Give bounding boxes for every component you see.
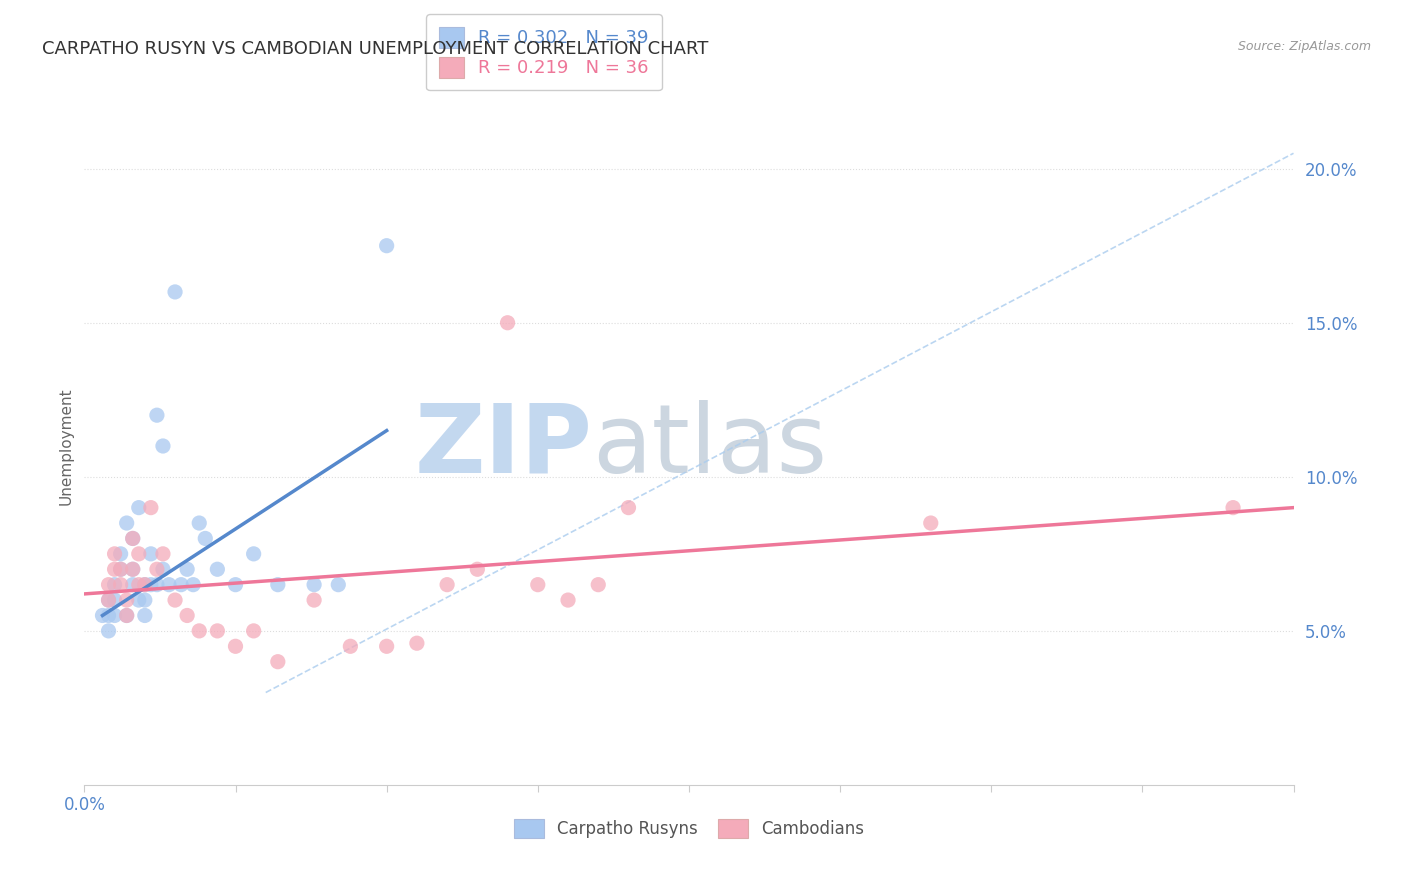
Point — [134, 577, 156, 591]
Text: ZIP: ZIP — [415, 400, 592, 492]
Point — [146, 408, 169, 422]
Point — [157, 577, 180, 591]
Point — [242, 547, 264, 561]
Text: CARPATHO RUSYN VS CAMBODIAN UNEMPLOYMENT CORRELATION CHART: CARPATHO RUSYN VS CAMBODIAN UNEMPLOYMENT… — [42, 40, 709, 58]
Legend: Carpatho Rusyns, Cambodians: Carpatho Rusyns, Cambodians — [508, 812, 870, 845]
Point — [121, 532, 143, 546]
Point — [152, 439, 174, 453]
Point — [207, 624, 229, 638]
Point — [920, 516, 942, 530]
Point — [152, 547, 174, 561]
Point — [115, 608, 138, 623]
Point — [176, 562, 198, 576]
Point — [97, 577, 120, 591]
Point — [339, 640, 361, 654]
Point — [121, 562, 143, 576]
Point — [134, 593, 156, 607]
Point — [496, 316, 519, 330]
Point — [110, 562, 132, 576]
Point — [128, 547, 150, 561]
Point — [152, 562, 174, 576]
Text: atlas: atlas — [592, 400, 827, 492]
Point — [104, 547, 127, 561]
Point — [91, 608, 114, 623]
Point — [121, 577, 143, 591]
Point — [527, 577, 550, 591]
Point — [110, 562, 132, 576]
Point — [97, 608, 120, 623]
Point — [134, 577, 156, 591]
Point — [225, 640, 247, 654]
Point — [146, 577, 169, 591]
Point — [176, 608, 198, 623]
Point — [97, 593, 120, 607]
Point — [207, 562, 229, 576]
Point — [1222, 500, 1244, 515]
Point — [557, 593, 579, 607]
Point — [436, 577, 458, 591]
Point — [406, 636, 429, 650]
Point — [188, 516, 211, 530]
Point — [128, 577, 150, 591]
Point — [165, 593, 187, 607]
Point — [617, 500, 640, 515]
Point — [139, 547, 162, 561]
Point — [242, 624, 264, 638]
Point — [267, 655, 290, 669]
Text: Source: ZipAtlas.com: Source: ZipAtlas.com — [1237, 40, 1371, 54]
Point — [139, 500, 162, 515]
Point — [121, 532, 143, 546]
Point — [170, 577, 193, 591]
Point — [104, 562, 127, 576]
Point — [104, 593, 127, 607]
Point — [134, 608, 156, 623]
Point — [588, 577, 610, 591]
Point — [128, 500, 150, 515]
Point — [104, 608, 127, 623]
Point — [181, 577, 204, 591]
Text: 0.0%: 0.0% — [63, 796, 105, 814]
Point — [328, 577, 350, 591]
Point — [110, 577, 132, 591]
Point — [302, 577, 325, 591]
Point — [165, 285, 187, 299]
Point — [375, 238, 398, 252]
Point — [146, 562, 169, 576]
Point — [97, 624, 120, 638]
Point — [188, 624, 211, 638]
Point — [194, 532, 217, 546]
Point — [97, 593, 120, 607]
Point — [267, 577, 290, 591]
Point — [302, 593, 325, 607]
Point — [115, 608, 138, 623]
Point — [128, 593, 150, 607]
Point — [115, 516, 138, 530]
Y-axis label: Unemployment: Unemployment — [58, 387, 73, 505]
Point — [225, 577, 247, 591]
Point — [375, 640, 398, 654]
Point — [115, 593, 138, 607]
Point — [110, 547, 132, 561]
Point — [467, 562, 489, 576]
Point — [104, 577, 127, 591]
Point — [139, 577, 162, 591]
Point — [121, 562, 143, 576]
